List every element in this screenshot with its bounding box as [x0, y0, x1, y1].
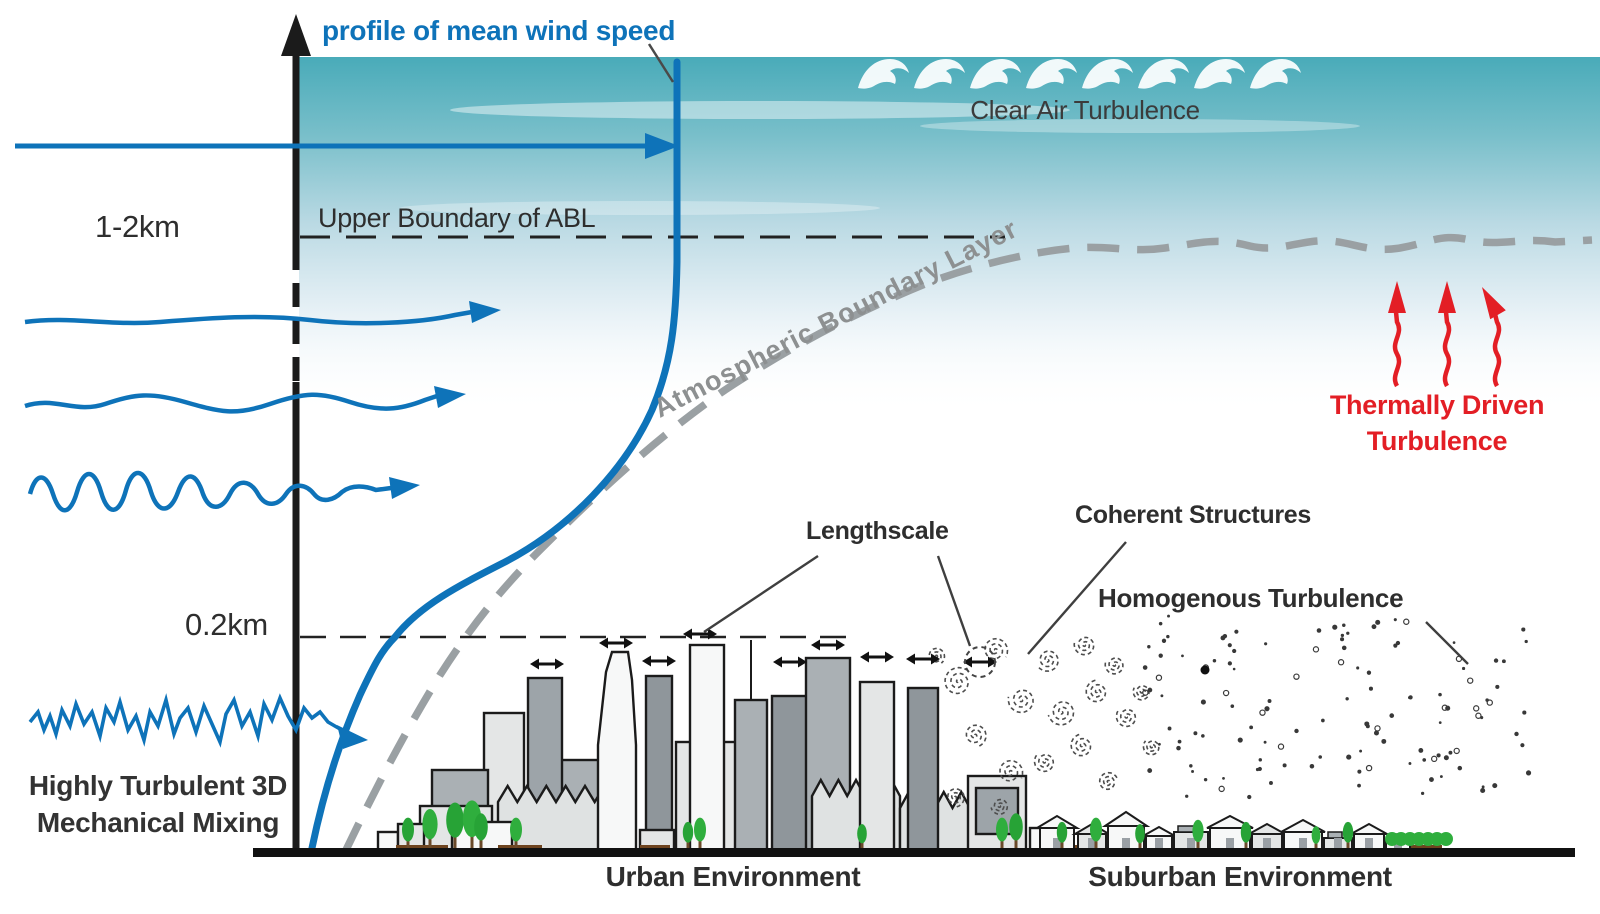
mechanical-mixing-label: Highly Turbulent 3D Mechanical Mixing: [28, 768, 288, 842]
lengthscale-arrow-icons: [530, 628, 997, 678]
ground-line: [253, 848, 1575, 857]
suburban-environment-label: Suburban Environment: [1088, 861, 1392, 892]
thermally-driven-line1: Thermally Driven: [1329, 390, 1545, 420]
urban-environment-label: Urban Environment: [605, 861, 861, 892]
lengthscale-label: Lengthscale: [806, 517, 949, 545]
thermally-driven-line2: Turbulence: [1366, 425, 1508, 456]
eddy-spiral-icons: [928, 636, 1160, 816]
upper-boundary-label: Upper Boundary of ABL: [318, 203, 596, 233]
cloud-streak-icon: [920, 119, 1360, 133]
thermal-arrowheads: [1388, 281, 1506, 320]
wind-profile-pointer-line: [647, 43, 675, 83]
axis-arrowhead-icon: [281, 14, 311, 56]
wind-profile-label: profile of mean wind speed: [322, 15, 676, 46]
coherent-structures-label: Coherent Structures: [1075, 501, 1312, 529]
homogenous-turbulence-label: Homogenous Turbulence: [1098, 583, 1404, 613]
mechanical-mixing-line2: Mechanical Mixing: [36, 806, 280, 838]
thermally-driven-label: Thermally Driven Turbulence: [1329, 388, 1545, 459]
mean-wind-profile-curve: [308, 58, 681, 852]
cloud-streak-icon: [450, 101, 1070, 119]
mechanical-mixing-line1: Highly Turbulent 3D: [28, 770, 288, 801]
wind-fluctuation-traces: [15, 143, 648, 748]
turbulence-dot-icons: [1142, 614, 1532, 800]
breaking-wave-icons: [858, 59, 1301, 89]
urban-suburban-skyline: [376, 640, 1453, 854]
atmospheric-boundary-layer-curve: [341, 233, 1593, 854]
cloud-streak-icon: [400, 201, 880, 215]
clear-air-turbulence-label: Clear Air Turbulence: [970, 95, 1200, 125]
height-tick-1-2km: 1-2km: [95, 209, 180, 244]
height-tick-0.2km: 0.2km: [185, 607, 268, 642]
annotation-pointer-lines: [703, 541, 1469, 665]
thermal-updraft-arrows-icon: [1392, 311, 1502, 388]
